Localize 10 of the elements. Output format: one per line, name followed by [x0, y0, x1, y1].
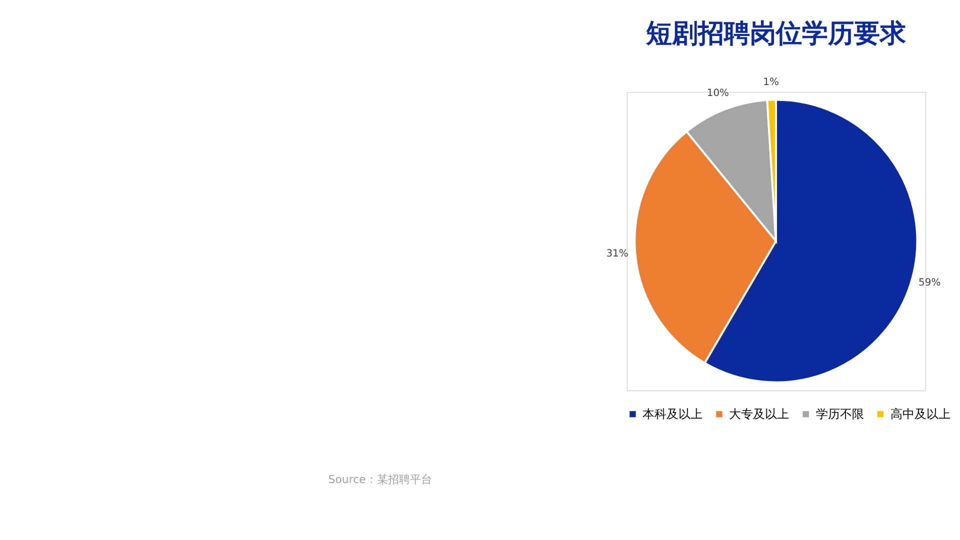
legend-label: 大专及以上 — [729, 407, 790, 422]
chart-title: 短剧招聘岗位学历要求 — [644, 19, 907, 50]
legend-label: 高中及以上 — [890, 407, 950, 422]
legend-label: 本科及以上 — [642, 407, 703, 422]
data-label: 10% — [706, 88, 729, 99]
data-label: 1% — [763, 76, 779, 88]
source-note: Source：某招聘平台 — [328, 472, 432, 486]
data-label: 31% — [606, 248, 628, 260]
legend-label: 学历不限 — [816, 407, 864, 422]
data-label: 59% — [918, 278, 941, 289]
